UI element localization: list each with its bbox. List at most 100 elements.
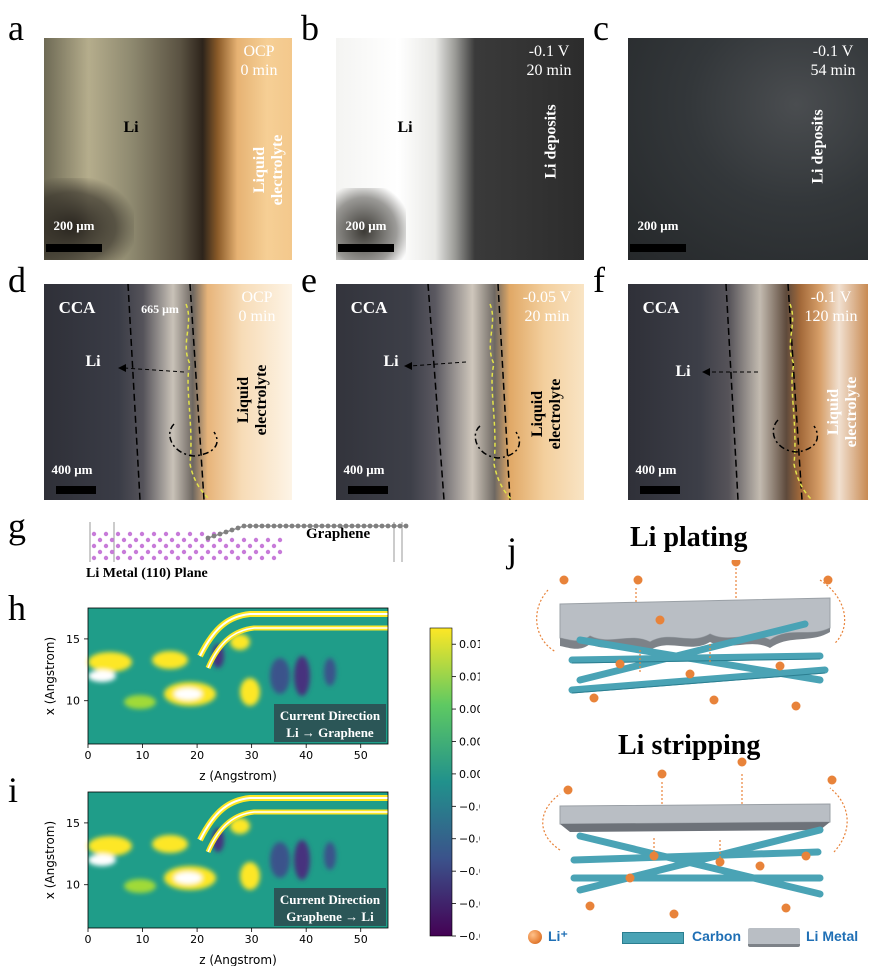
li-atom: [91, 531, 97, 537]
li-atom: [151, 555, 157, 561]
annotation-i-line1: Current Direction: [280, 892, 381, 907]
li-atom: [127, 531, 133, 537]
colorbar-tick-label: 0.004: [459, 735, 480, 748]
li-ion: [791, 701, 801, 711]
micrograph-c: -0.1 V 54 min Li deposits 200 μm: [628, 38, 868, 260]
li-atom: [169, 537, 175, 543]
li-atom: [265, 537, 271, 543]
li-atom: [109, 537, 115, 543]
li-atom: [157, 537, 163, 543]
li-ion: [731, 560, 741, 567]
li-atom: [277, 537, 283, 543]
li-atom: [157, 549, 163, 555]
li-atom: [253, 537, 259, 543]
ylabel-i: x (Angstrom): [43, 821, 57, 899]
x-tick-label-h: 40: [299, 749, 313, 762]
xlabel-i: z (Angstrom): [199, 953, 277, 966]
annotation-h-line2: Li → Graphene: [286, 725, 374, 740]
condition-a-voltage: OCP: [243, 43, 275, 60]
li-atom: [151, 531, 157, 537]
condition-f-voltage: -0.1 V: [810, 289, 852, 306]
panel-label-g: g: [8, 506, 26, 546]
label-li-e: Li: [383, 353, 399, 370]
li-atom: [205, 549, 211, 555]
panel-label-a: a: [8, 8, 24, 48]
ylabel-h: x (Angstrom): [43, 637, 57, 715]
x-tick-label-i: 40: [299, 933, 313, 946]
x-tick-label-i: 10: [136, 933, 150, 946]
scale-label-c: 200 μm: [637, 218, 679, 233]
condition-e-voltage: -0.05 V: [522, 289, 572, 306]
x-tick-label-i: 50: [354, 933, 368, 946]
li-atom: [175, 555, 181, 561]
x-tick-label-i: 30: [245, 933, 259, 946]
y-tick-label-h: 15: [66, 633, 80, 646]
li-atom: [199, 555, 205, 561]
li-ion: [775, 661, 785, 671]
li-atom: [175, 531, 181, 537]
electrolyte-label-f: Liquid electrolyte: [825, 376, 860, 448]
carbon-rod-edges-plating: [571, 658, 826, 694]
scale-bar-f: [640, 486, 680, 494]
condition-d-time: 0 min: [238, 308, 276, 325]
li-atom: [103, 531, 109, 537]
li-atom: [235, 555, 241, 561]
li-atom: [253, 549, 259, 555]
li-atom: [145, 537, 151, 543]
li-ion: [615, 659, 625, 669]
y-tick-label-i: 10: [66, 879, 80, 892]
li-metal-slab-stripping: [559, 803, 831, 825]
colorbar-tick-label: −0.012: [459, 865, 480, 878]
colorbar-tick-label: 0.012: [459, 671, 480, 684]
condition-c-voltage: -0.1 V: [812, 43, 854, 60]
arrows-stripping: [542, 772, 848, 866]
label-width-d: 665 μm: [141, 302, 179, 316]
li-atom: [133, 537, 139, 543]
li-ion: [563, 785, 573, 795]
li-ion: [585, 901, 595, 911]
li-atom: [241, 537, 247, 543]
label-li-d: Li: [85, 353, 101, 370]
micrograph-e: CCA -0.05 V 20 min Li Liquid electrolyte…: [336, 284, 584, 500]
panel-label-j: j: [507, 530, 518, 570]
scale-label-e: 400 μm: [343, 462, 385, 477]
li-atom: [193, 537, 199, 543]
li-atom: [139, 543, 145, 549]
plane-label: Li Metal (110) Plane: [86, 566, 208, 581]
li-atom: [151, 543, 157, 549]
label-cca-e: CCA: [350, 298, 388, 317]
li-atom: [193, 549, 199, 555]
li-ion: [755, 861, 765, 871]
label-cca-d: CCA: [58, 298, 96, 317]
scale-label-a: 200 μm: [53, 218, 95, 233]
li-ion: [827, 775, 837, 785]
li-ions-plating: [559, 560, 833, 711]
li-ion: [669, 909, 679, 919]
li-atom: [247, 543, 253, 549]
li-atom: [211, 543, 217, 549]
li-atom: [199, 543, 205, 549]
colorbar-tick-label: −0.020: [459, 930, 480, 943]
x-tick-label-h: 50: [354, 749, 368, 762]
scale-label-b: 200 μm: [345, 218, 387, 233]
condition-d-voltage: OCP: [241, 289, 273, 306]
x-tick-label-i: 20: [190, 933, 204, 946]
scale-label-d: 400 μm: [51, 462, 93, 477]
li-atom: [199, 531, 205, 537]
li-atom: [229, 537, 235, 543]
panel-label-c: c: [593, 8, 609, 48]
li-atom: [91, 555, 97, 561]
li-atom: [97, 549, 103, 555]
li-atom: [121, 549, 127, 555]
y-tick-label-i: 15: [66, 817, 80, 830]
li-ion: [655, 615, 665, 625]
condition-b-time: 20 min: [526, 62, 572, 79]
electrolyte-label-a: Liquid electrolyte: [251, 134, 286, 206]
li-atom: [223, 555, 229, 561]
li-atom: [271, 543, 277, 549]
panel-label-b: b: [301, 8, 319, 48]
atom-structure: [89, 522, 409, 562]
li-atom: [241, 549, 247, 555]
condition-e-time: 20 min: [524, 308, 570, 325]
panel-label-d: d: [8, 260, 26, 300]
